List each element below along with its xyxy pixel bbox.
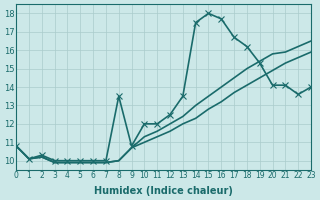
X-axis label: Humidex (Indice chaleur): Humidex (Indice chaleur): [94, 186, 233, 196]
